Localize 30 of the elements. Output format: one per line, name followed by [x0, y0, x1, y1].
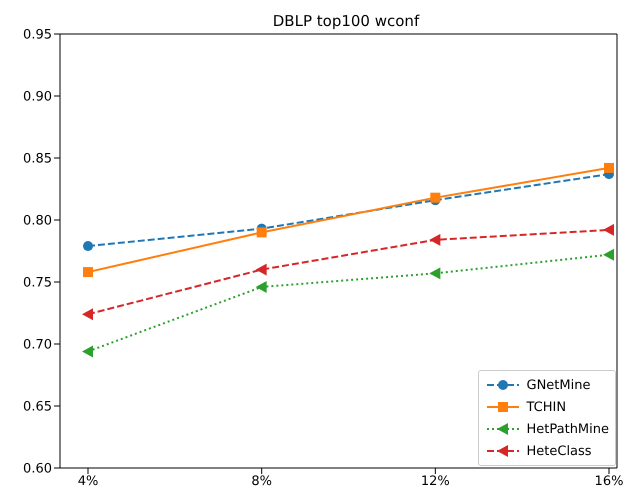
point: [256, 264, 267, 276]
y-tick-label: 0.65: [23, 400, 52, 415]
point: [429, 234, 440, 246]
y-tick-label: 0.75: [23, 276, 52, 291]
x-tick-label: 8%: [251, 474, 272, 490]
point: [82, 345, 93, 358]
point: [603, 248, 614, 261]
y-tick-label: 0.90: [23, 90, 52, 105]
chart-title: DBLP top100 wconf: [272, 12, 420, 30]
point: [429, 267, 440, 280]
x-tick-label: 12%: [420, 474, 450, 490]
point: [430, 192, 440, 203]
point: [603, 224, 614, 236]
legend-label: HeteClass: [526, 444, 592, 458]
y-tick-label: 0.80: [23, 214, 52, 229]
x-tick-label: 4%: [78, 474, 98, 490]
point: [83, 241, 93, 252]
point: [604, 162, 614, 173]
x-tick-label: 16%: [594, 474, 624, 490]
y-tick-label: 0.60: [23, 462, 52, 477]
legend-label: HetPathMine: [526, 422, 609, 436]
legend-label: GNetMine: [526, 378, 590, 392]
y-tick-label: 0.95: [23, 28, 52, 43]
y-tick-label: 0.70: [23, 338, 52, 353]
point: [256, 227, 267, 238]
point: [82, 308, 93, 320]
y-tick-label: 0.85: [23, 152, 52, 167]
point: [83, 267, 93, 278]
point: [256, 280, 267, 293]
legend-label: TCHIN: [526, 400, 566, 414]
